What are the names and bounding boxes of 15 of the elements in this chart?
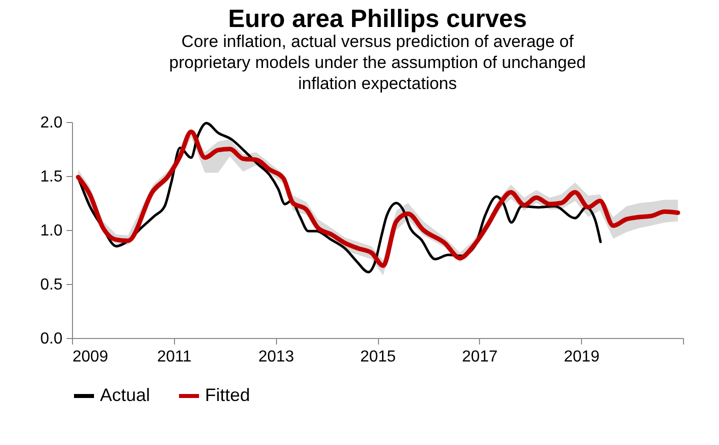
x-tick-label: 2017 bbox=[462, 348, 498, 366]
chart-title: Euro area Phillips curves bbox=[228, 5, 527, 33]
x-tick-label: 2019 bbox=[564, 348, 600, 366]
legend-label: Actual bbox=[100, 385, 150, 405]
y-tick-label: 0.0 bbox=[40, 330, 63, 348]
legend-label: Fitted bbox=[205, 385, 250, 405]
x-tick-label: 2015 bbox=[360, 348, 396, 366]
x-tick-label: 2009 bbox=[72, 348, 108, 366]
chart-subtitle: Core inflation, actual versus prediction of average of proprietary models under the assumption of unchanged inflation expectations bbox=[169, 32, 586, 93]
y-tick-label: 1.5 bbox=[40, 168, 63, 186]
y-tick-label: 1.0 bbox=[40, 222, 63, 240]
x-tick-label: 2013 bbox=[258, 348, 294, 366]
x-tick-label: 2011 bbox=[157, 348, 192, 366]
y-tick-label: 2.0 bbox=[40, 114, 63, 132]
y-tick-label: 0.5 bbox=[40, 276, 63, 294]
